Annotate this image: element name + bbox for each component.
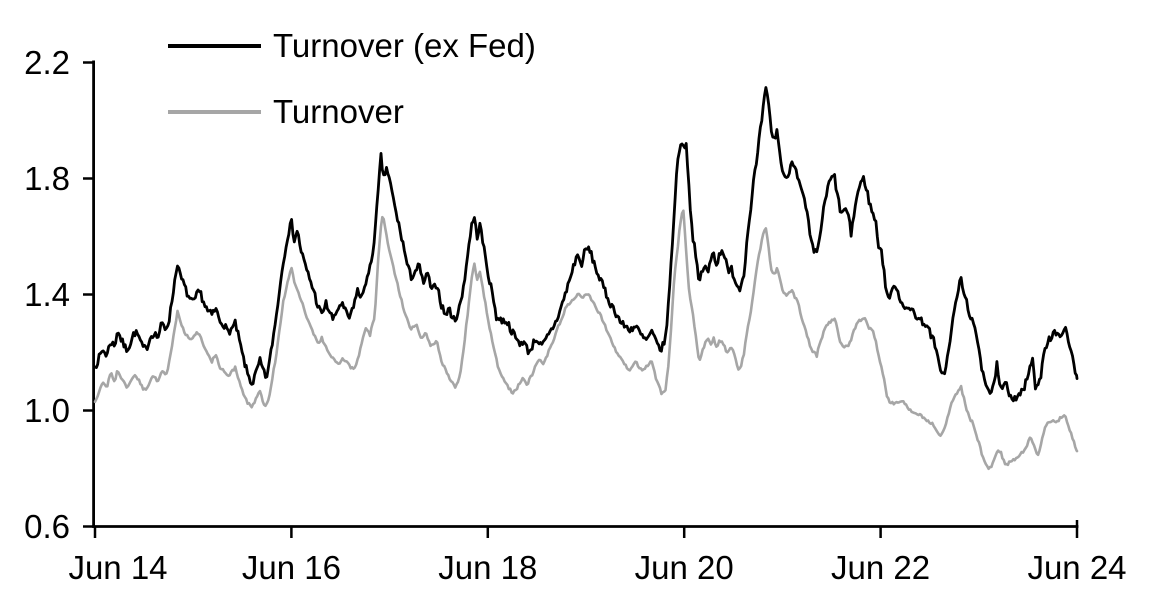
y-axis-tick-label: 1.0 [24, 392, 70, 429]
x-axis-tick-label: Jun 20 [635, 549, 734, 586]
x-axis-tick-label: Jun 24 [1027, 549, 1126, 586]
legend-item-turnover-ex-fed: Turnover (ex Fed) [168, 27, 536, 64]
series-line-turnover-ex-fed [93, 86, 1079, 403]
legend-label-turnover: Turnover [273, 93, 404, 130]
chart-legend: Turnover (ex Fed) Turnover [168, 27, 536, 159]
legend-line-swatch-gray [168, 109, 261, 114]
y-axis-tick-label: 2.2 [24, 44, 70, 81]
y-axis-tick-label: 1.4 [24, 276, 70, 313]
legend-line-swatch-black [168, 43, 261, 48]
y-axis-tick-label: 1.8 [24, 160, 70, 197]
legend-item-turnover: Turnover [168, 93, 536, 130]
series-line-turnover [93, 209, 1079, 471]
x-axis-tick-label: Jun 18 [438, 549, 537, 586]
x-axis-tick-label: Jun 22 [831, 549, 930, 586]
y-axis-tick-label: 0.6 [24, 508, 70, 545]
x-axis-tick-label: Jun 14 [68, 549, 167, 586]
x-axis-tick-label: Jun 16 [242, 549, 341, 586]
legend-label-turnover-ex-fed: Turnover (ex Fed) [273, 27, 536, 64]
